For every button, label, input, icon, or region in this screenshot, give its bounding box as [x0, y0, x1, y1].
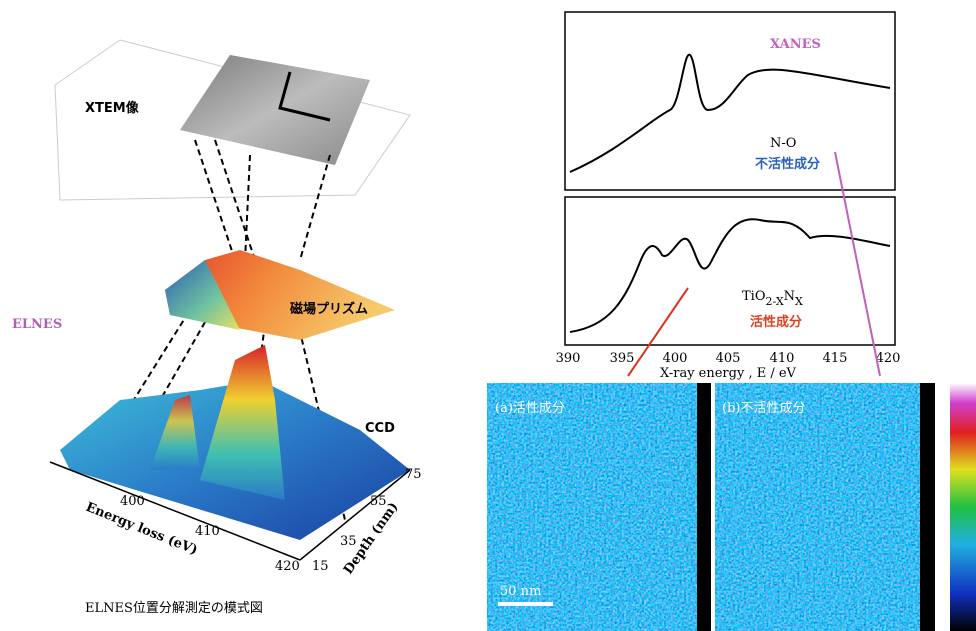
caption: ELNES位置分解測定の模式図 — [85, 601, 263, 616]
formula-part: N — [784, 289, 795, 304]
formula-part: TiO — [742, 289, 766, 304]
scale-bar-label: 50 nm — [500, 584, 541, 599]
schematic: XTEM像 磁場プリズム ELNES CCD Energy loss (eV) … — [12, 40, 422, 616]
tick-label: 415 — [823, 351, 848, 366]
map-label: (a)活性成分 — [495, 401, 565, 416]
tick-label: 55 — [370, 494, 387, 509]
image-label: XTEM像 — [85, 100, 140, 116]
xtem-image — [180, 55, 370, 165]
figure: XTEM像 磁場プリズム ELNES CCD Energy loss (eV) … — [0, 0, 976, 631]
tick-label: 420 — [876, 351, 901, 366]
upper-spectrum — [570, 55, 890, 172]
prism-label: 磁場プリズム — [290, 301, 368, 317]
lower-species: TiO2-XNX — [742, 289, 803, 308]
tick-label: 35 — [340, 534, 357, 549]
xanes-title: XANES — [770, 37, 821, 52]
upper-panel — [565, 12, 895, 190]
tick-label: 395 — [610, 351, 635, 366]
colorbar — [950, 383, 976, 631]
tick-label: 420 — [275, 559, 300, 574]
upper-species: N-O — [770, 136, 796, 151]
map-b — [715, 383, 920, 631]
tick-label: 390 — [556, 351, 581, 366]
method-label: ELNES — [12, 317, 62, 332]
tick-label: 400 — [663, 351, 688, 366]
spectra: XANES N-O 不活性成分 TiO2-XNX 活性成分 390 395 40… — [556, 12, 901, 381]
upper-component: 不活性成分 — [755, 156, 820, 172]
arrow — [835, 152, 880, 376]
formula-sub: X — [795, 295, 803, 308]
map-edge — [697, 383, 711, 631]
lower-panel — [565, 197, 895, 345]
scale-bar — [498, 602, 553, 606]
tick-label: 410 — [195, 524, 220, 539]
tick-label: 75 — [405, 467, 422, 482]
lower-spectrum — [570, 219, 890, 332]
maps: (a)活性成分 (b)不活性成分 50 nm — [487, 383, 976, 631]
map-edge — [920, 383, 935, 631]
x-axis-label: X-ray energy , E / eV — [660, 366, 796, 381]
detector-label: CCD — [365, 421, 395, 436]
lower-component: 活性成分 — [750, 314, 802, 330]
tick-label: 15 — [312, 559, 329, 574]
map-label: (b)不活性成分 — [722, 401, 805, 416]
x-ticks: 390 395 400 405 410 415 420 — [556, 351, 901, 366]
formula-sub: 2-X — [766, 295, 784, 308]
tick-label: 405 — [716, 351, 741, 366]
tick-label: 400 — [120, 494, 145, 509]
tick-label: 410 — [770, 351, 795, 366]
